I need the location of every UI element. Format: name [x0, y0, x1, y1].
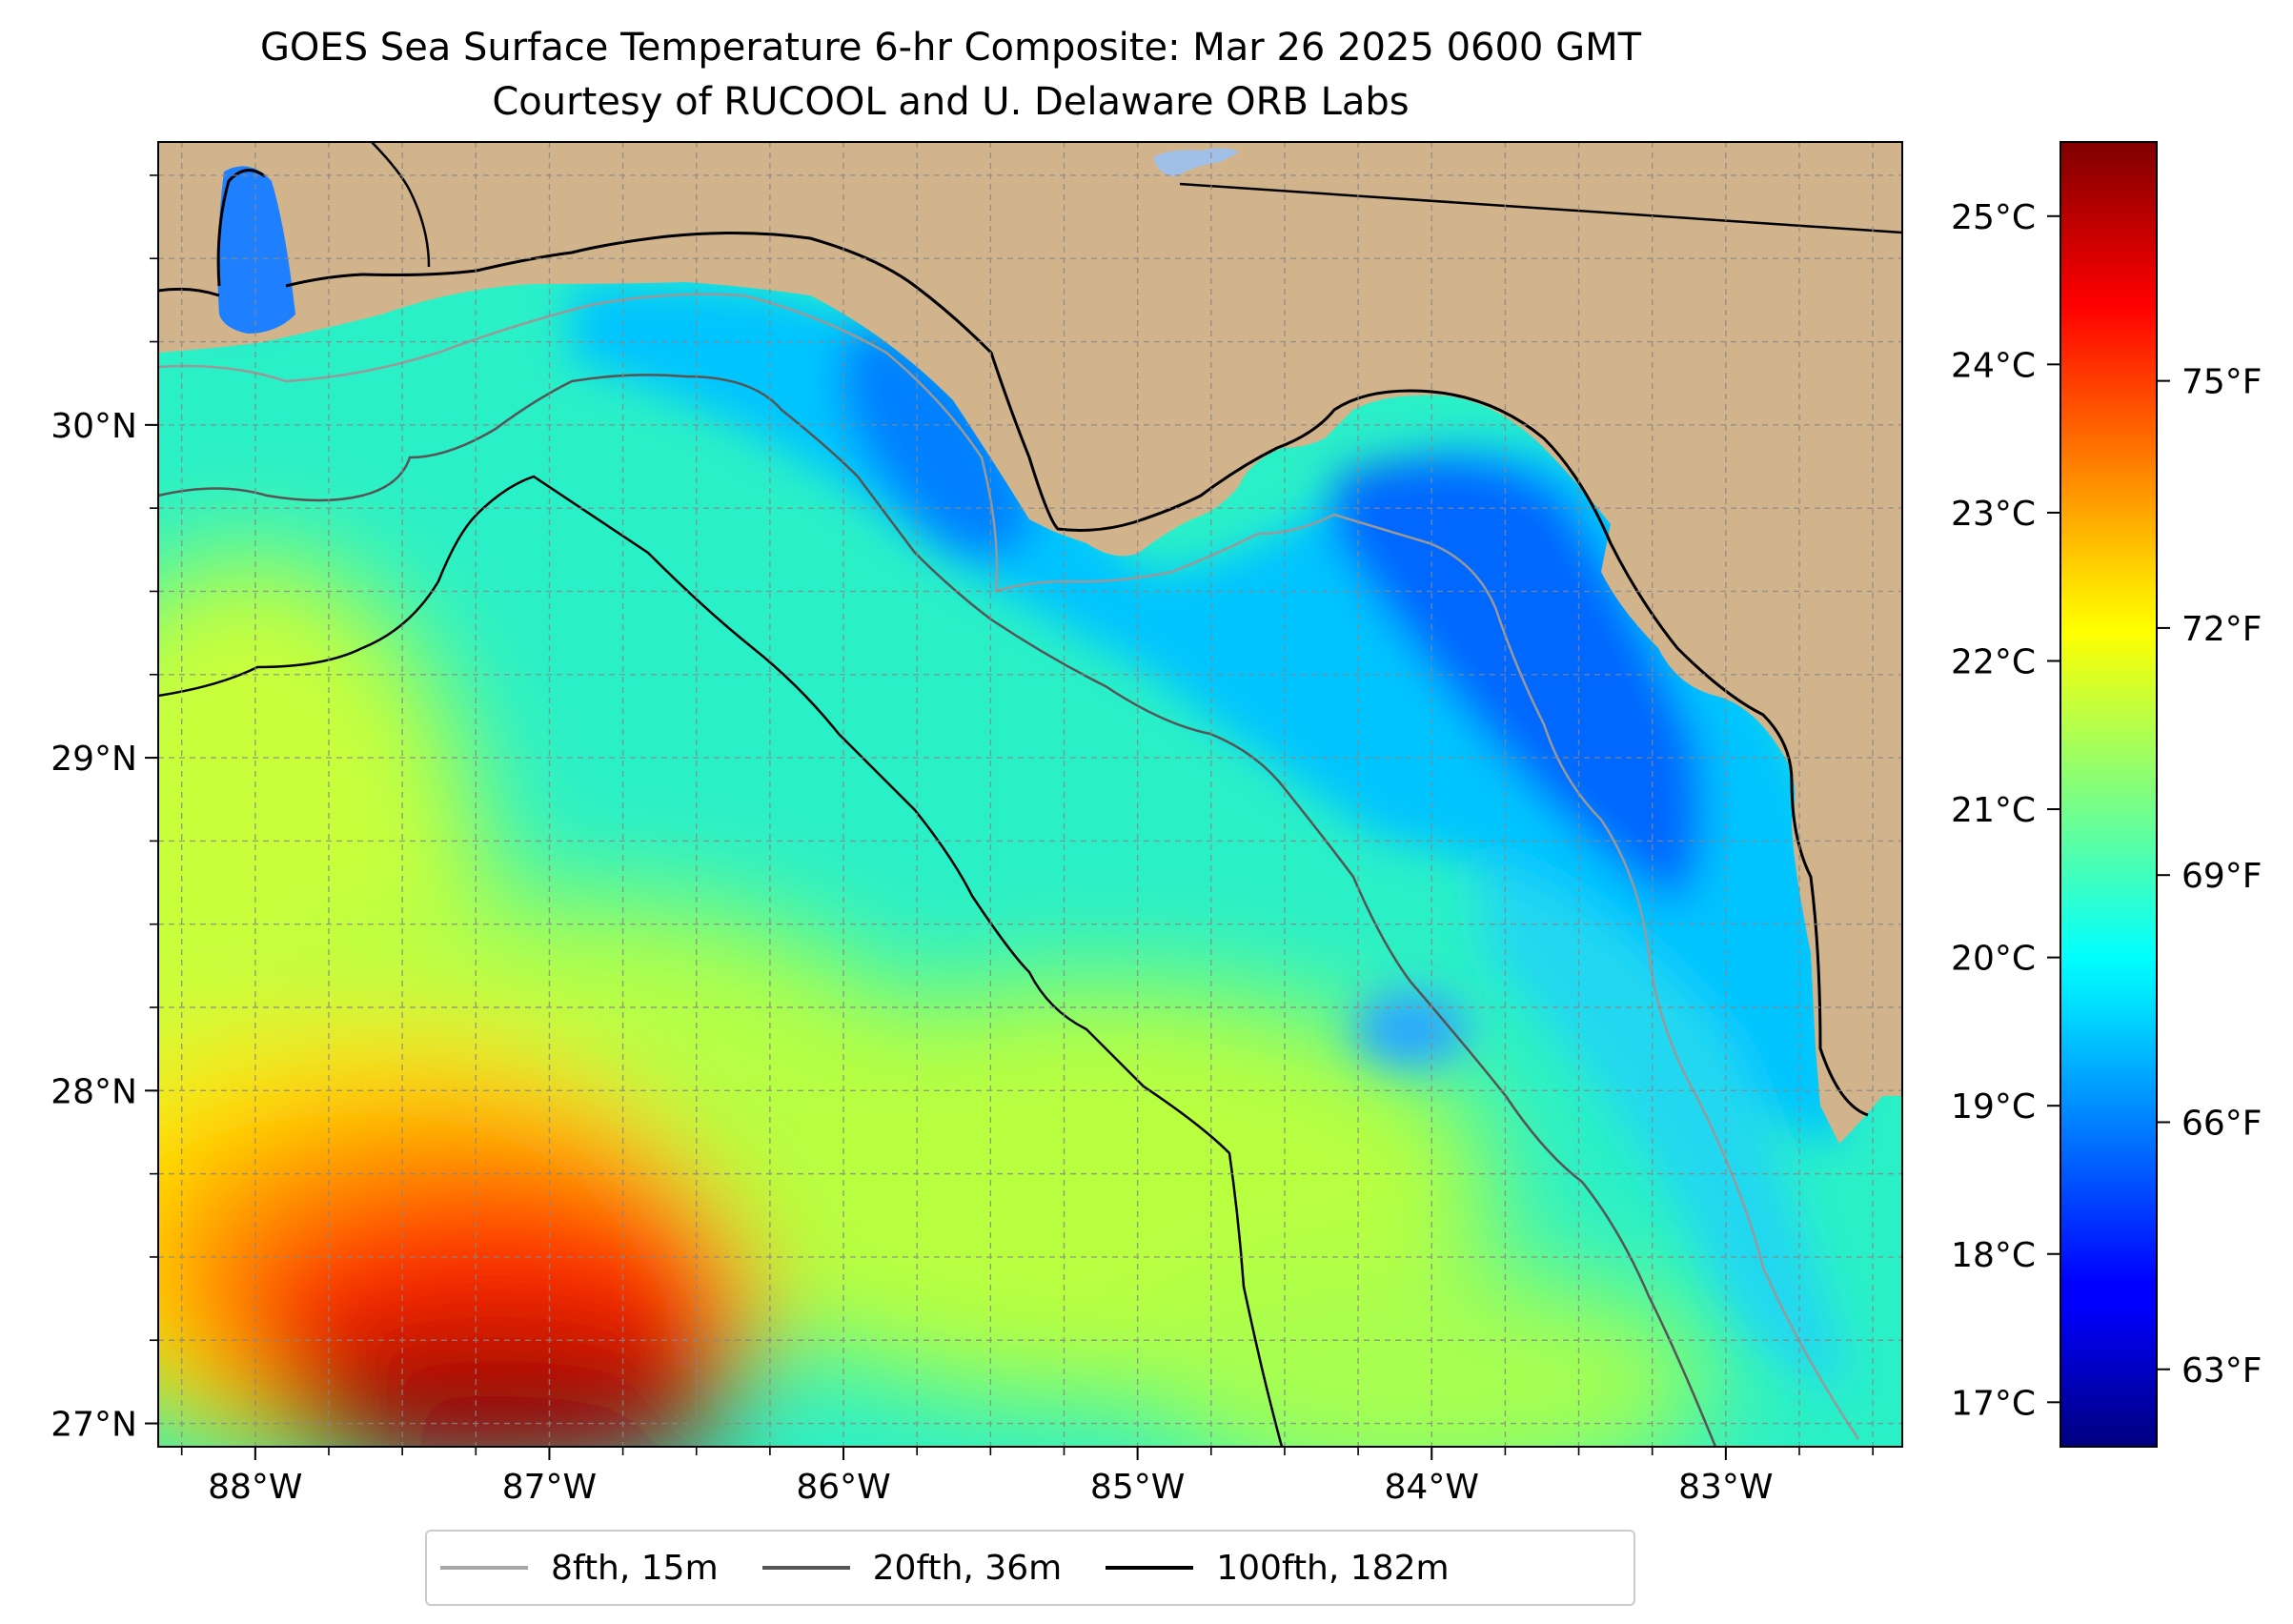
celsius-tick-label: 23°C	[1951, 495, 2036, 534]
map-subtitle: Courtesy of RUCOOL and U. Delaware ORB L…	[492, 80, 1410, 124]
colorbar: 25°C 24°C 23°C 22°C 21°C 20°C 19°C 18°C 17°C 75°F…	[1951, 141, 2263, 1448]
fahrenheit-tick-label: 63°F	[2181, 1351, 2263, 1391]
legend-label-20fth: 20fth, 36m	[872, 1548, 1063, 1588]
lon-tick-label: 83°W	[1678, 1468, 1773, 1507]
legend-label-8fth: 8fth, 15m	[551, 1548, 719, 1588]
lake	[1153, 148, 1239, 176]
celsius-tick-label: 25°C	[1951, 198, 2036, 237]
fahrenheit-tick-label: 72°F	[2181, 610, 2263, 649]
axis-ticks: 88°W 87°W 86°W 85°W 84°W 83°W 30°N 29°N 28°N 27°N	[51, 174, 1874, 1507]
colorbar-gradient	[2060, 142, 2157, 1447]
isobath-100fth	[158, 475, 1284, 1447]
celsius-tick-label: 17°C	[1951, 1384, 2036, 1423]
legend-swatch-8fth	[440, 1566, 528, 1570]
celsius-tick-label: 22°C	[1951, 642, 2036, 681]
gridlines	[158, 142, 1902, 1447]
isobath-8fth	[158, 293, 1860, 1440]
state-boundary-west	[371, 142, 431, 268]
colorbar-frame	[2060, 141, 2158, 1448]
map-title: GOES Sea Surface Temperature 6-hr Compos…	[259, 26, 1642, 70]
lon-tick-label: 86°W	[796, 1468, 890, 1507]
lat-tick-label: 27°N	[51, 1406, 137, 1445]
lon-tick-label: 88°W	[208, 1468, 302, 1507]
lon-tick-label: 84°W	[1385, 1468, 1479, 1507]
map-area	[158, 142, 1902, 1447]
legend-item-20fth: 20fth, 36m	[761, 1548, 1063, 1588]
state-boundary	[1179, 182, 1902, 234]
celsius-tick-label: 21°C	[1951, 791, 2036, 830]
fahrenheit-tick-label: 66°F	[2181, 1104, 2263, 1143]
celsius-tick-label: 24°C	[1951, 346, 2036, 385]
lat-tick-label: 29°N	[51, 740, 137, 779]
celsius-tick-label: 20°C	[1951, 940, 2036, 979]
land-mass	[158, 142, 1902, 1144]
isobath-20fth	[158, 374, 1717, 1447]
mobile-bay	[217, 166, 295, 334]
map-legend: 8fth, 15m 20fth, 36m 100fth, 182m	[425, 1530, 1635, 1606]
fahrenheit-tick-label: 75°F	[2181, 363, 2263, 402]
legend-label-100fth: 100fth, 182m	[1216, 1548, 1450, 1588]
lon-tick-label: 87°W	[502, 1468, 597, 1507]
sst-field-warm	[158, 553, 1715, 1447]
celsius-tick-label: 18°C	[1951, 1236, 2036, 1275]
lat-tick-label: 30°N	[51, 407, 137, 446]
celsius-tick-label: 19°C	[1951, 1087, 2036, 1127]
legend-swatch-100fth	[1106, 1566, 1194, 1570]
sst-field-cool	[215, 172, 1849, 1383]
legend-item-8fth: 8fth, 15m	[440, 1549, 719, 1588]
legend-item-100fth: 100fth, 182m	[1106, 1548, 1450, 1588]
lon-tick-label: 85°W	[1090, 1468, 1185, 1507]
colorbar-ticks: 25°C 24°C 23°C 22°C 21°C 20°C 19°C 18°C 17°C 75°F…	[1951, 198, 2262, 1424]
legend-swatch-20fth	[761, 1566, 850, 1570]
coastline	[158, 169, 1869, 1117]
fahrenheit-tick-label: 69°F	[2181, 857, 2263, 896]
map-frame	[157, 141, 1903, 1448]
lat-tick-label: 28°N	[51, 1072, 137, 1111]
